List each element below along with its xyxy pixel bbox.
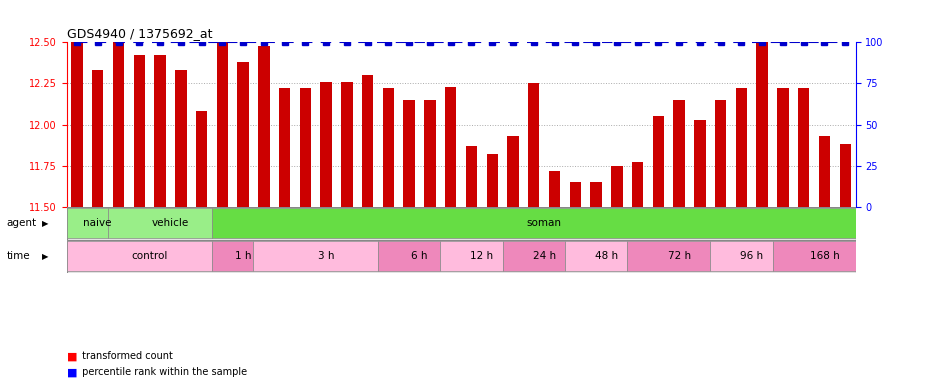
Bar [67, 209, 108, 238]
Bar [710, 242, 772, 271]
Bar [694, 119, 706, 207]
Bar [425, 100, 436, 207]
Bar [570, 182, 581, 207]
Text: 3 h: 3 h [318, 250, 335, 260]
Bar [92, 70, 104, 207]
Bar [611, 166, 623, 207]
Text: 1 h: 1 h [235, 250, 252, 260]
Bar [777, 88, 789, 207]
Bar [735, 88, 747, 207]
Bar [175, 70, 187, 207]
Text: ■: ■ [67, 367, 77, 377]
Bar [383, 88, 394, 207]
Bar [772, 242, 856, 271]
Bar [757, 42, 768, 207]
Bar [715, 100, 726, 207]
Text: transformed count: transformed count [79, 351, 172, 361]
Bar [279, 88, 290, 207]
Text: ▶: ▶ [42, 219, 48, 228]
Bar [840, 144, 851, 207]
Bar [487, 154, 498, 207]
Bar [341, 82, 352, 207]
Text: ▶: ▶ [42, 252, 48, 261]
Bar [196, 111, 207, 207]
Bar [212, 209, 856, 238]
Text: agent: agent [6, 218, 37, 228]
Text: 12 h: 12 h [470, 250, 493, 260]
Text: 168 h: 168 h [809, 250, 839, 260]
Text: 96 h: 96 h [740, 250, 763, 260]
Text: 72 h: 72 h [668, 250, 691, 260]
Text: time: time [6, 251, 31, 261]
Bar [466, 146, 477, 207]
Bar [653, 116, 664, 207]
Bar [108, 209, 212, 238]
Bar [71, 42, 82, 207]
Bar [507, 136, 519, 207]
Text: naive: naive [83, 218, 112, 228]
Bar [440, 242, 502, 271]
Bar [590, 182, 602, 207]
Bar [673, 100, 684, 207]
Bar [113, 42, 124, 207]
Bar [154, 55, 166, 207]
Text: control: control [131, 250, 167, 260]
Bar [445, 87, 456, 207]
Bar [67, 242, 212, 271]
Bar [258, 46, 269, 207]
Text: ■: ■ [67, 351, 77, 361]
Bar [378, 242, 440, 271]
Text: GDS4940 / 1375692_at: GDS4940 / 1375692_at [67, 26, 212, 40]
Bar [133, 55, 145, 207]
Bar [502, 242, 565, 271]
Bar [403, 100, 415, 207]
Bar [798, 88, 809, 207]
Bar [819, 136, 831, 207]
Text: 6 h: 6 h [412, 250, 428, 260]
Bar [238, 62, 249, 207]
Bar [549, 170, 561, 207]
Text: 24 h: 24 h [533, 250, 556, 260]
Bar [212, 242, 253, 271]
Bar [253, 242, 378, 271]
Bar [528, 83, 539, 207]
Bar [320, 82, 332, 207]
Bar [632, 162, 643, 207]
Bar [216, 42, 228, 207]
Text: vehicle: vehicle [152, 218, 189, 228]
Bar [627, 242, 710, 271]
Bar [565, 242, 627, 271]
Text: percentile rank within the sample: percentile rank within the sample [79, 367, 247, 377]
Text: 48 h: 48 h [595, 250, 618, 260]
Text: soman: soman [526, 218, 561, 228]
Bar [300, 88, 311, 207]
Bar [362, 75, 374, 207]
